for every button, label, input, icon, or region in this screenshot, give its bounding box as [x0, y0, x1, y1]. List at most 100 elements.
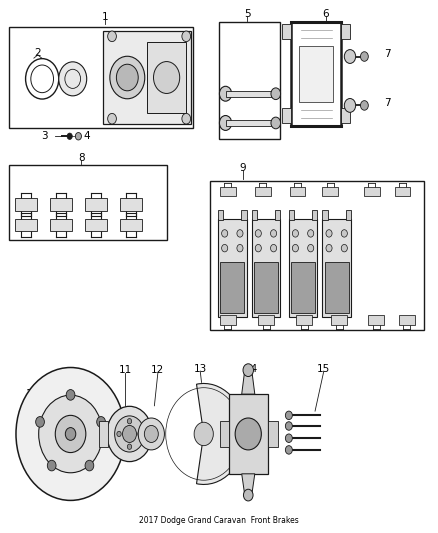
Circle shape: [67, 133, 72, 140]
Bar: [103, 31, 191, 124]
Circle shape: [255, 245, 261, 252]
Circle shape: [75, 133, 81, 140]
Circle shape: [127, 444, 132, 449]
Circle shape: [107, 406, 152, 462]
Bar: [299, 46, 333, 102]
Bar: [10, 27, 193, 128]
Bar: [15, 198, 37, 211]
Bar: [346, 210, 351, 220]
Circle shape: [39, 395, 102, 473]
Bar: [99, 421, 108, 447]
Circle shape: [341, 230, 347, 237]
Circle shape: [138, 431, 142, 437]
Bar: [283, 24, 291, 39]
Circle shape: [286, 434, 292, 442]
Circle shape: [286, 446, 292, 454]
Circle shape: [55, 415, 86, 453]
Circle shape: [244, 489, 253, 501]
Bar: [312, 210, 317, 220]
Text: 4: 4: [83, 131, 90, 141]
Bar: [218, 219, 247, 317]
Bar: [147, 42, 186, 114]
Bar: [331, 316, 347, 325]
Bar: [258, 316, 274, 325]
Bar: [341, 24, 350, 39]
Bar: [226, 120, 276, 126]
Circle shape: [271, 230, 277, 237]
Bar: [322, 187, 338, 196]
Circle shape: [307, 230, 314, 237]
Circle shape: [237, 230, 243, 237]
Circle shape: [219, 86, 232, 101]
Circle shape: [222, 230, 228, 237]
Bar: [364, 187, 380, 196]
Circle shape: [138, 418, 164, 450]
Wedge shape: [197, 383, 245, 484]
Text: 7: 7: [384, 49, 390, 59]
Circle shape: [194, 422, 213, 446]
Bar: [290, 187, 305, 196]
Bar: [220, 262, 244, 313]
Bar: [291, 262, 315, 313]
Bar: [289, 210, 294, 220]
Circle shape: [243, 364, 254, 376]
Bar: [220, 316, 236, 325]
Circle shape: [292, 245, 298, 252]
Circle shape: [123, 425, 137, 442]
Circle shape: [292, 230, 298, 237]
Circle shape: [271, 117, 281, 129]
Text: 10: 10: [25, 389, 39, 399]
Circle shape: [127, 418, 132, 424]
Bar: [15, 219, 37, 231]
Bar: [289, 219, 317, 317]
Circle shape: [237, 245, 243, 252]
Circle shape: [182, 114, 191, 124]
Text: 3: 3: [41, 131, 48, 141]
Bar: [341, 108, 350, 123]
Circle shape: [153, 62, 180, 93]
Circle shape: [271, 245, 277, 252]
Bar: [254, 262, 278, 313]
Circle shape: [16, 368, 125, 500]
Bar: [220, 421, 230, 447]
Text: 1: 1: [102, 12, 109, 22]
Text: 9: 9: [240, 163, 246, 173]
Circle shape: [286, 411, 292, 419]
Bar: [252, 219, 280, 317]
Text: 12: 12: [151, 365, 165, 375]
Circle shape: [47, 461, 56, 471]
Circle shape: [35, 417, 44, 427]
Bar: [85, 198, 107, 211]
Text: 6: 6: [323, 9, 329, 19]
Circle shape: [344, 99, 356, 112]
Bar: [322, 219, 351, 317]
Text: 7: 7: [384, 98, 390, 108]
Bar: [120, 198, 142, 211]
Text: 15: 15: [317, 364, 330, 374]
Circle shape: [344, 50, 356, 63]
Bar: [226, 91, 276, 97]
Text: 2: 2: [35, 48, 41, 58]
Bar: [296, 316, 312, 325]
Bar: [220, 187, 236, 196]
Circle shape: [182, 31, 191, 42]
Bar: [219, 22, 280, 139]
Bar: [120, 219, 142, 231]
Bar: [10, 165, 166, 240]
Bar: [252, 210, 257, 220]
Text: 2017 Dodge Grand Caravan  Front Brakes: 2017 Dodge Grand Caravan Front Brakes: [139, 516, 299, 526]
Circle shape: [65, 427, 76, 440]
Bar: [85, 219, 107, 231]
Bar: [368, 316, 384, 325]
Bar: [268, 421, 278, 447]
Bar: [50, 219, 72, 231]
Circle shape: [145, 425, 158, 442]
Circle shape: [255, 230, 261, 237]
Bar: [241, 210, 247, 220]
Bar: [255, 187, 271, 196]
Circle shape: [117, 431, 121, 437]
Bar: [395, 187, 410, 196]
Circle shape: [108, 114, 117, 124]
Circle shape: [235, 418, 261, 450]
Circle shape: [286, 422, 292, 430]
